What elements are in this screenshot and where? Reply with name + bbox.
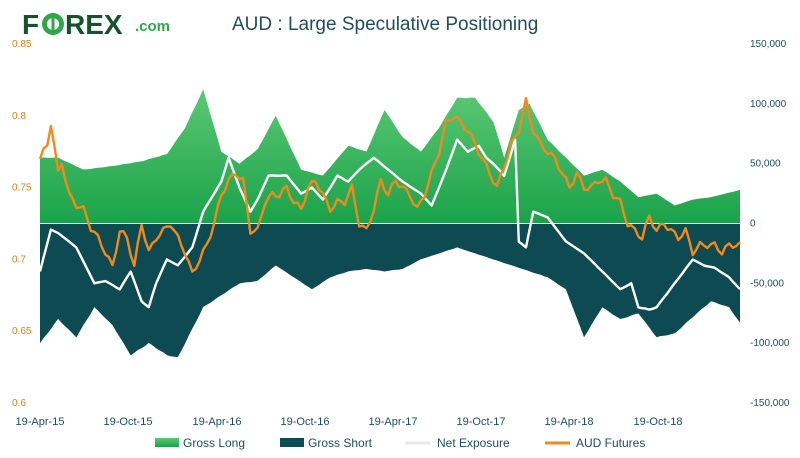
right-tick-label: 100,000 xyxy=(750,99,787,110)
right-tick-label: -50,000 xyxy=(750,278,784,289)
x-tick-label: 19-Apr-18 xyxy=(545,416,594,428)
legend-swatch-gross-long xyxy=(155,438,179,447)
x-tick-label: 19-Oct-15 xyxy=(104,416,153,428)
legend-swatch-gross-short xyxy=(280,438,304,447)
brand-letters-rex: REX xyxy=(65,9,123,40)
right-axis-ticks: 150,000 100,000 50,000 0 -50,000 -100,000 -150… xyxy=(750,39,790,409)
legend-label-net-exposure: Net Exposure xyxy=(437,436,510,450)
x-tick-label: 19-Oct-18 xyxy=(634,416,683,428)
brand-letter-f: F xyxy=(22,9,39,40)
legend-item-gross-short: Gross Short xyxy=(280,436,373,450)
x-axis-ticks: 19-Apr-15 19-Oct-15 19-Apr-16 19-Oct-16 19-A… xyxy=(16,416,683,428)
right-tick-label: 150,000 xyxy=(750,39,787,50)
gross-short-area xyxy=(40,223,740,358)
legend-label-aud-futures: AUD Futures xyxy=(576,436,645,450)
right-tick-label: 0 xyxy=(750,219,756,230)
brand-logo: F REX .com xyxy=(22,9,170,40)
gross-long-area xyxy=(40,89,740,224)
left-tick-label: 0.75 xyxy=(12,183,32,194)
legend-label-gross-short: Gross Short xyxy=(308,436,373,450)
left-tick-label: 0.8 xyxy=(12,111,26,122)
legend: Gross Long Gross Short Net Exposure AUD … xyxy=(155,436,645,450)
right-tick-label: 50,000 xyxy=(750,159,781,170)
left-tick-label: 0.65 xyxy=(12,326,32,337)
x-tick-label: 19-Apr-17 xyxy=(369,416,418,428)
plot-lines xyxy=(38,96,741,311)
left-tick-label: 0.7 xyxy=(12,254,26,265)
legend-item-aud-futures: AUD Futures xyxy=(545,436,645,450)
legend-item-gross-long: Gross Long xyxy=(155,436,245,450)
x-tick-label: 19-Apr-15 xyxy=(16,416,65,428)
brand-suffix: .com xyxy=(135,18,170,35)
chart-title: AUD : Large Speculative Positioning xyxy=(232,14,538,35)
currency-circle-icon xyxy=(42,13,64,35)
left-tick-label: 0.6 xyxy=(12,398,26,409)
x-tick-label: 19-Oct-17 xyxy=(457,416,506,428)
net-exposure-line xyxy=(38,138,741,311)
legend-label-gross-long: Gross Long xyxy=(183,436,245,450)
x-tick-label: 19-Apr-16 xyxy=(193,416,242,428)
left-tick-label: 0.85 xyxy=(12,39,32,50)
right-tick-label: -100,000 xyxy=(750,338,790,349)
plot-areas xyxy=(40,89,740,358)
x-tick-label: 19-Oct-16 xyxy=(281,416,330,428)
legend-item-net-exposure: Net Exposure xyxy=(405,436,510,450)
left-axis-ticks: 0.85 0.8 0.75 0.7 0.65 0.6 xyxy=(12,39,32,409)
aud-futures-line xyxy=(38,96,741,273)
right-tick-label: -150,000 xyxy=(750,398,790,409)
